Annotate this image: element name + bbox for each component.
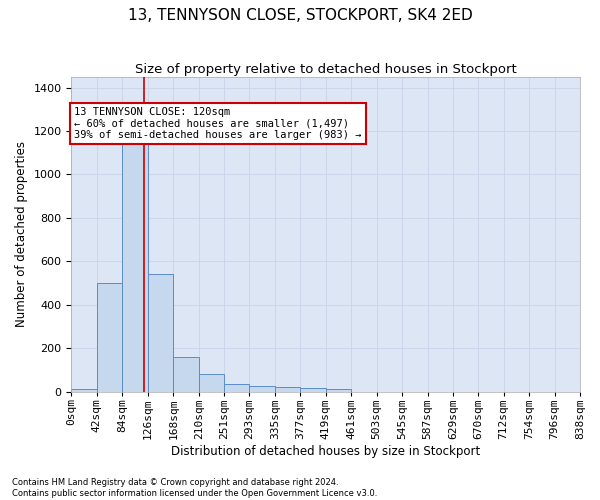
Bar [148, 274, 173, 392]
Bar [249, 386, 275, 392]
Bar [199, 374, 224, 392]
Text: Contains HM Land Registry data © Crown copyright and database right 2024.
Contai: Contains HM Land Registry data © Crown c… [12, 478, 377, 498]
Bar [71, 390, 97, 392]
Bar [326, 390, 351, 392]
Bar [275, 387, 300, 392]
Bar [173, 357, 199, 392]
Bar [224, 384, 249, 392]
Bar [97, 283, 122, 392]
Text: 13 TENNYSON CLOSE: 120sqm
← 60% of detached houses are smaller (1,497)
39% of se: 13 TENNYSON CLOSE: 120sqm ← 60% of detac… [74, 107, 362, 140]
Bar [122, 142, 148, 392]
Title: Size of property relative to detached houses in Stockport: Size of property relative to detached ho… [135, 62, 517, 76]
Bar [300, 388, 326, 392]
Text: 13, TENNYSON CLOSE, STOCKPORT, SK4 2ED: 13, TENNYSON CLOSE, STOCKPORT, SK4 2ED [128, 8, 472, 22]
X-axis label: Distribution of detached houses by size in Stockport: Distribution of detached houses by size … [171, 444, 481, 458]
Y-axis label: Number of detached properties: Number of detached properties [15, 141, 28, 327]
